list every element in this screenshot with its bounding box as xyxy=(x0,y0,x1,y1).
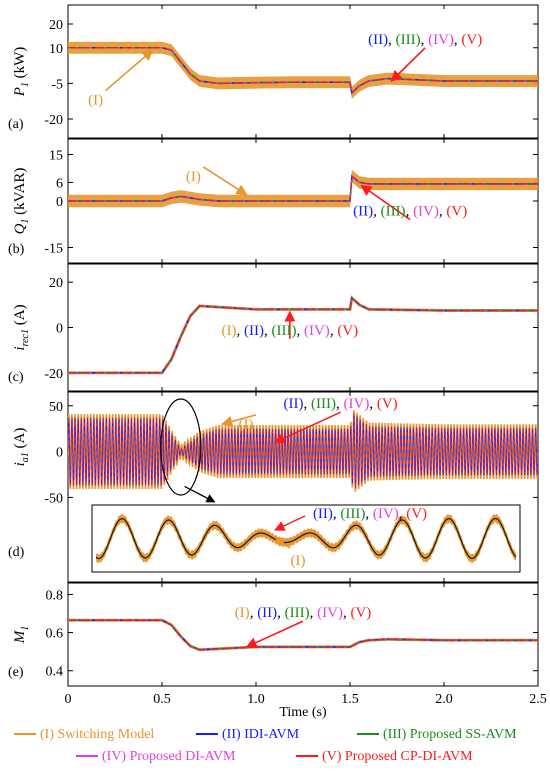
series-idi-avm xyxy=(68,619,538,651)
y-tick-label: -5 xyxy=(51,77,63,92)
x-tick-label: 1.5 xyxy=(341,692,359,707)
series-cp-di-avm xyxy=(68,413,538,489)
series-switching-model-envelope xyxy=(68,41,538,99)
plot-area xyxy=(68,410,538,492)
y-tick-label: 0.4 xyxy=(46,665,64,680)
zoom-arrow xyxy=(184,485,216,503)
panel-label: (e) xyxy=(8,665,24,680)
legend: (I) Switching Model (II) IDI-AVM (III) Pro… xyxy=(14,727,517,764)
panel-label: (c) xyxy=(8,370,24,385)
y-tick-label: -15 xyxy=(44,242,63,257)
series-switching-model xyxy=(68,618,538,652)
legend-item: (IV) Proposed DI-AVM xyxy=(76,749,236,764)
annotation-label: (I), (II), (III), (IV), (V) xyxy=(235,605,372,621)
panel-c: 20 0 -20 irec1 (A) (c) (I), (II), (III), (IV)… xyxy=(8,263,539,392)
series-di-avm xyxy=(68,47,538,95)
panel-e: 0.8 0.6 0.4 M1 (e) (I), (II), (III), (IV), (V… xyxy=(8,582,547,720)
annotation-label: (II), (III), (IV), (V) xyxy=(368,32,482,48)
legend-label: (II) IDI-AVM xyxy=(222,727,300,742)
annotation-arrow xyxy=(105,49,154,92)
y-tick-label: 0 xyxy=(56,322,63,337)
series-ss-avm xyxy=(68,174,538,202)
inset-arrow xyxy=(274,536,291,549)
y-tick-label: 0.6 xyxy=(46,627,64,642)
y-tick-label: -50 xyxy=(44,491,63,506)
series-ss-avm xyxy=(68,619,538,651)
legend-label: (I) Switching Model xyxy=(40,727,154,742)
legend-item: (III) Proposed SS-AVM xyxy=(357,727,517,742)
panel-b: 15 6 0 -15 Q1 (kVAR) (b) (I) (II), (III), (IV),… xyxy=(8,138,539,264)
y-tick-label: 0 xyxy=(56,446,63,461)
legend-item: (V) Proposed CP-DI-AVM xyxy=(296,749,473,764)
y-tick-label: 0.8 xyxy=(46,588,64,603)
axes-frame xyxy=(67,4,539,139)
panel-label: (b) xyxy=(8,242,25,257)
zoom-ellipse xyxy=(160,398,202,496)
inset-label: (I) xyxy=(291,553,306,569)
series-di-avm xyxy=(68,175,538,202)
x-tick-label: 1.0 xyxy=(247,692,265,707)
y-axis-label: irec1 (A) xyxy=(12,304,31,350)
annotation-label: (I), (II), (III), (IV), (V) xyxy=(222,323,359,339)
legend-item: (I) Switching Model xyxy=(14,727,154,742)
y-axis-label: P1 (kW) xyxy=(12,47,31,98)
y-axis-label: M1 xyxy=(12,626,31,645)
y-tick-label: -20 xyxy=(44,367,63,382)
inset-average-models xyxy=(95,517,517,560)
y-tick-label: -20 xyxy=(44,113,63,128)
panel-label: (d) xyxy=(8,545,25,560)
series-ss-avm xyxy=(68,47,538,95)
series-cp-di-avm xyxy=(68,619,538,651)
x-axis-label: Time (s) xyxy=(279,705,327,720)
plot-area xyxy=(68,618,538,652)
legend-item: (II) IDI-AVM xyxy=(196,727,300,742)
plot-area xyxy=(68,170,538,208)
axes-frame xyxy=(67,582,539,687)
panel-d: 50 0 -50 ia1 (A) (d) (I) (II), (III), (IV), (V… xyxy=(8,391,539,583)
annotation-arrow xyxy=(360,184,411,221)
series-di-avm xyxy=(68,296,538,374)
x-tick-label: 0.5 xyxy=(153,692,171,707)
x-tick-label: 2.5 xyxy=(529,692,547,707)
plot-area xyxy=(68,41,538,99)
axes-frame xyxy=(67,391,539,583)
annotation-label: (I) xyxy=(88,93,103,109)
y-axis-label: ia1 (A) xyxy=(12,428,31,467)
annotation-arrow xyxy=(245,620,304,648)
annotation-arrow xyxy=(273,411,341,444)
y-tick-label: 15 xyxy=(49,149,63,164)
annotation-arrow xyxy=(202,166,248,196)
legend-label: (III) Proposed SS-AVM xyxy=(383,727,517,742)
panel-a: 20 10 -5 -20 P1 (kW) (a) (I) (II), (III), (IV),… xyxy=(8,4,539,139)
legend-label: (IV) Proposed DI-AVM xyxy=(102,749,236,764)
series-di-avm xyxy=(68,619,538,651)
y-axis-label: Q1 (kVAR) xyxy=(12,168,31,235)
y-tick-label: 50 xyxy=(49,400,63,415)
x-tick-label: 2.0 xyxy=(435,692,453,707)
y-tick-label: 20 xyxy=(49,18,63,33)
annotation-label: (II), (III), (IV), (V) xyxy=(284,396,398,412)
annotation-arrow xyxy=(221,414,257,427)
plot-area xyxy=(68,295,538,375)
annotation-label: (II), (III), (IV), (V) xyxy=(353,204,467,220)
annotation-arrow xyxy=(390,47,426,82)
y-tick-label: 10 xyxy=(49,42,63,57)
panel-label: (a) xyxy=(8,117,24,132)
annotation-label: (I) xyxy=(186,169,201,185)
y-tick-label: 0 xyxy=(56,195,63,210)
annotation-label: (I) xyxy=(239,417,254,433)
inset-label: (II), (III), (IV), (V) xyxy=(313,506,427,522)
y-tick-label: 20 xyxy=(49,276,63,291)
x-tick-label: 0 xyxy=(65,692,72,707)
y-tick-label: 6 xyxy=(56,176,63,191)
inset-arrow xyxy=(274,515,306,531)
legend-label: (V) Proposed CP-DI-AVM xyxy=(322,749,473,764)
